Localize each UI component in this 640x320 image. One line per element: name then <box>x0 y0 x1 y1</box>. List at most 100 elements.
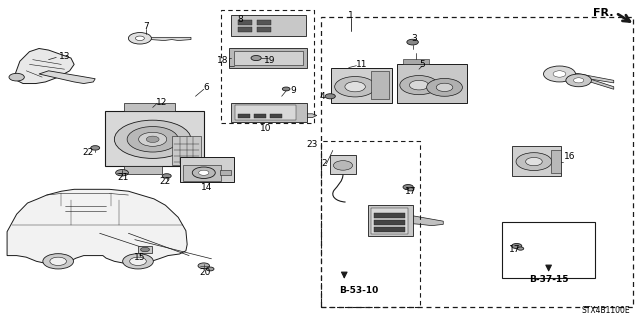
Circle shape <box>141 247 150 252</box>
Text: STX4B1100E: STX4B1100E <box>581 306 630 315</box>
Bar <box>551 150 561 173</box>
Bar <box>238 27 252 32</box>
Bar <box>511 146 561 176</box>
Text: 18: 18 <box>217 56 228 65</box>
Bar <box>172 136 200 165</box>
Circle shape <box>91 146 100 150</box>
Bar <box>182 165 221 181</box>
Text: 3: 3 <box>412 34 417 43</box>
Bar <box>124 103 175 111</box>
Circle shape <box>198 263 209 269</box>
Circle shape <box>50 257 67 266</box>
Polygon shape <box>13 49 74 84</box>
Circle shape <box>123 254 154 269</box>
Text: 21: 21 <box>118 173 129 182</box>
Text: 22: 22 <box>83 148 94 157</box>
Circle shape <box>251 55 261 60</box>
Bar <box>330 155 356 174</box>
Bar <box>230 15 306 36</box>
Circle shape <box>410 80 429 90</box>
Bar <box>254 114 266 118</box>
Circle shape <box>136 36 145 41</box>
Polygon shape <box>590 79 614 89</box>
Circle shape <box>335 76 376 97</box>
Text: 19: 19 <box>264 56 275 65</box>
Circle shape <box>345 82 365 92</box>
Bar <box>138 246 152 253</box>
Bar <box>374 220 405 225</box>
Circle shape <box>403 185 413 190</box>
Text: FR.: FR. <box>593 8 614 19</box>
Circle shape <box>407 39 419 45</box>
Bar <box>371 71 389 100</box>
Circle shape <box>282 87 290 91</box>
Bar <box>230 103 307 122</box>
Text: 15: 15 <box>134 253 146 262</box>
Text: 12: 12 <box>156 98 167 107</box>
Circle shape <box>325 94 335 99</box>
Text: 20: 20 <box>200 268 211 277</box>
Circle shape <box>116 170 129 176</box>
Circle shape <box>198 170 209 175</box>
Bar <box>238 20 252 25</box>
Circle shape <box>516 153 552 171</box>
Bar <box>220 170 231 175</box>
Circle shape <box>9 73 24 81</box>
Text: 5: 5 <box>419 60 425 69</box>
Circle shape <box>566 74 591 87</box>
Bar <box>257 27 271 32</box>
Text: B-53-10: B-53-10 <box>339 286 378 295</box>
Circle shape <box>139 132 167 146</box>
Text: 2: 2 <box>321 159 326 168</box>
Text: 13: 13 <box>59 52 70 61</box>
Text: 17: 17 <box>509 245 520 254</box>
Circle shape <box>147 136 159 142</box>
Circle shape <box>192 167 215 179</box>
Bar <box>124 166 163 174</box>
Text: 17: 17 <box>405 187 417 196</box>
Bar <box>332 68 392 103</box>
Bar <box>371 208 408 234</box>
Bar <box>374 227 405 232</box>
Bar <box>403 59 429 64</box>
Circle shape <box>129 33 152 44</box>
Polygon shape <box>7 189 187 264</box>
Text: 7: 7 <box>143 22 149 31</box>
Bar <box>179 157 234 182</box>
Circle shape <box>130 257 147 266</box>
Circle shape <box>408 188 414 191</box>
Circle shape <box>511 244 522 249</box>
Circle shape <box>333 161 353 170</box>
Text: 14: 14 <box>200 183 212 192</box>
Text: 11: 11 <box>356 60 367 69</box>
Text: 9: 9 <box>291 86 296 95</box>
Text: 16: 16 <box>564 152 575 161</box>
Bar <box>321 141 420 307</box>
Bar <box>270 114 282 118</box>
Polygon shape <box>413 216 444 226</box>
Circle shape <box>543 66 575 82</box>
Circle shape <box>436 83 453 92</box>
Text: B-37-15: B-37-15 <box>529 275 568 284</box>
Circle shape <box>427 78 463 96</box>
Text: 22: 22 <box>160 177 171 186</box>
Circle shape <box>573 78 584 83</box>
Bar <box>221 10 314 123</box>
Polygon shape <box>151 37 191 41</box>
Circle shape <box>553 71 566 77</box>
Text: 10: 10 <box>260 124 271 133</box>
Bar <box>234 51 303 65</box>
Text: 4: 4 <box>319 92 325 101</box>
Bar <box>397 64 467 103</box>
Text: 1: 1 <box>348 12 353 20</box>
Text: 6: 6 <box>204 83 209 92</box>
Bar <box>105 111 204 166</box>
Bar <box>374 213 405 218</box>
Text: 23: 23 <box>307 140 318 149</box>
Bar <box>229 49 307 68</box>
Polygon shape <box>294 114 317 118</box>
Polygon shape <box>39 71 95 84</box>
Polygon shape <box>575 73 614 83</box>
Circle shape <box>206 267 214 271</box>
Text: 8: 8 <box>237 15 243 24</box>
